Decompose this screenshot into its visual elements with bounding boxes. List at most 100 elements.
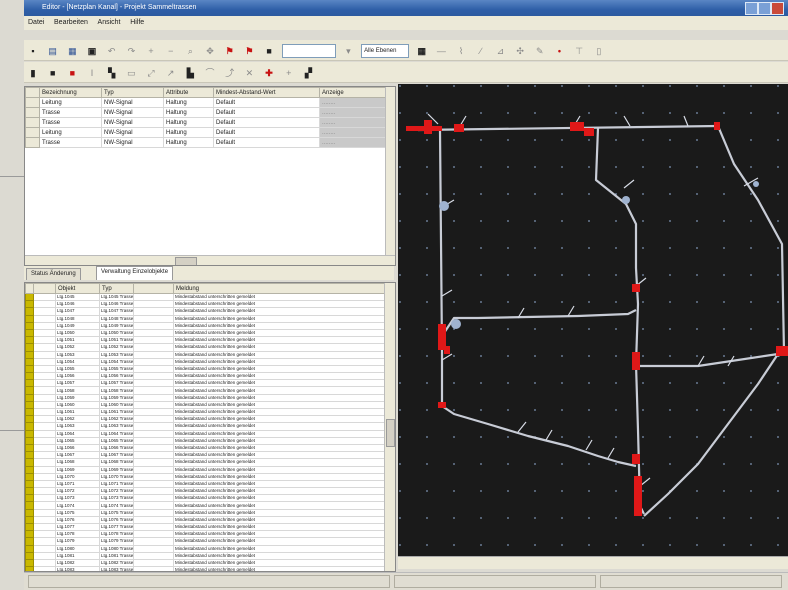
status-indicator[interactable] <box>25 321 34 330</box>
new-icon[interactable]: ▪ <box>31 46 35 56</box>
cell-blank[interactable] <box>33 443 56 453</box>
cell-object[interactable]: Ltg.1066 <box>55 443 100 453</box>
cell-type[interactable]: Ltg.1063 Trasse <box>99 422 134 431</box>
cell-blank[interactable] <box>33 407 56 417</box>
cell-blank[interactable] <box>33 372 56 381</box>
cell-display[interactable]: ........ <box>319 97 387 108</box>
undo-icon[interactable]: ↶ <box>107 46 116 56</box>
status-indicator[interactable] <box>25 400 34 410</box>
cell-object[interactable]: Ltg.1055 <box>55 364 100 374</box>
cell-blank[interactable] <box>33 544 56 553</box>
cell-blank[interactable] <box>133 350 174 359</box>
cell-blank[interactable] <box>33 300 56 309</box>
table-row[interactable]: Ltg.1063 Ltg.1063 Trasse Mindestabstand un… <box>25 422 387 431</box>
cell-object[interactable]: Ltg.1045 <box>55 292 100 302</box>
cell-blank[interactable] <box>133 300 174 309</box>
cell-type[interactable]: Ltg.1078 Trasse <box>99 530 134 539</box>
cell-message[interactable]: Mindestabstand unterschritten gemeldet <box>172 422 387 431</box>
cell-message[interactable]: Mindestabstand unterschritten gemeldet <box>172 429 387 438</box>
cell-message[interactable]: Mindestabstand unterschritten gemeldet <box>172 357 387 366</box>
cell-blank[interactable] <box>133 321 174 330</box>
vertical-scrollbar[interactable] <box>384 283 395 571</box>
menu-datei[interactable]: Datei <box>28 19 45 26</box>
status-indicator[interactable] <box>25 407 34 417</box>
cell-blank[interactable] <box>133 537 174 546</box>
cell-blank[interactable] <box>33 400 56 410</box>
filter-icon[interactable]: ⊤ <box>575 46 584 56</box>
cell-blank[interactable] <box>33 415 56 424</box>
cell-blank[interactable] <box>33 508 56 517</box>
cell-display[interactable]: ........ <box>319 107 387 118</box>
cell-object[interactable]: Ltg.1056 <box>55 372 100 381</box>
cell-object[interactable]: Ltg.1080 <box>55 544 100 553</box>
cell-object[interactable]: Ltg.1064 <box>55 429 100 438</box>
table-row[interactable]: Ltg.1061 Ltg.1061 Trasse Mindestabstand un… <box>25 407 387 417</box>
status-indicator[interactable] <box>25 451 34 460</box>
cell-type[interactable]: Ltg.1045 Trasse <box>99 292 134 302</box>
table-row[interactable]: Ltg.1049 Ltg.1049 Trasse Mindestabstand un… <box>25 321 387 330</box>
table-row[interactable]: Ltg.1055 Ltg.1055 Trasse Mindestabstand un… <box>25 364 387 374</box>
cell-blank[interactable] <box>33 436 56 445</box>
cell-display[interactable]: ........ <box>319 127 387 138</box>
cell-type[interactable]: Ltg.1049 Trasse <box>99 321 134 330</box>
cell-name[interactable]: Leitung <box>39 97 102 108</box>
cell-blank[interactable] <box>133 343 174 352</box>
cell-message[interactable]: Mindestabstand unterschritten gemeldet <box>172 472 387 481</box>
cell-message[interactable]: Mindestabstand unterschritten gemeldet <box>172 508 387 517</box>
cell-attribute[interactable]: Haltung <box>163 107 214 118</box>
table-row[interactable]: Ltg.1071 Ltg.1071 Trasse Mindestabstand un… <box>25 479 387 489</box>
redo-icon[interactable]: ↷ <box>127 46 136 56</box>
table-row[interactable]: Leitung NW-Signal Haltung Default ......… <box>25 127 387 138</box>
cell-blank[interactable] <box>33 537 56 546</box>
tab-objects[interactable]: Verwaltung Einzelobjekte <box>96 266 174 280</box>
cell-blank[interactable] <box>33 558 56 568</box>
table-row[interactable]: Ltg.1051 Ltg.1051 Trasse Mindestabstand un… <box>25 336 387 345</box>
table-row[interactable]: Ltg.1081 Ltg.1081 Trasse Mindestabstand un… <box>25 551 387 560</box>
cell-name[interactable]: Trasse <box>39 117 102 128</box>
table-row[interactable]: Ltg.1069 Ltg.1069 Trasse Mindestabstand un… <box>25 465 387 474</box>
cell-message[interactable]: Mindestabstand unterschritten gemeldet <box>172 515 387 525</box>
cell-value[interactable]: Default <box>213 117 320 128</box>
cell-type[interactable]: Ltg.1060 Trasse <box>99 400 134 410</box>
curve-icon[interactable]: ⌒ <box>205 68 215 78</box>
cell-blank[interactable] <box>33 530 56 539</box>
status-indicator[interactable] <box>25 429 34 438</box>
rectangle-icon[interactable]: ▭ <box>127 68 136 78</box>
status-indicator[interactable] <box>25 415 34 424</box>
tab-status[interactable]: Status Änderung <box>26 268 81 280</box>
table-row[interactable]: Leitung NW-Signal Haltung Default ......… <box>25 97 387 108</box>
network-plan[interactable] <box>398 84 788 556</box>
cell-blank[interactable] <box>133 364 174 374</box>
table-row[interactable]: Ltg.1050 Ltg.1050 Trasse Mindestabstand un… <box>25 328 387 338</box>
cell-type[interactable]: Ltg.1058 Trasse <box>99 386 134 395</box>
cell-blank[interactable] <box>33 357 56 366</box>
cell-blank[interactable] <box>33 292 56 302</box>
cell-object[interactable]: Ltg.1079 <box>55 537 100 546</box>
table-row[interactable]: Ltg.1060 Ltg.1060 Trasse Mindestabstand un… <box>25 400 387 410</box>
table-row[interactable]: Ltg.1068 Ltg.1068 Trasse Mindestabstand un… <box>25 458 387 467</box>
cell-blank[interactable] <box>33 551 56 560</box>
cell-blank[interactable] <box>133 372 174 381</box>
cell-blank[interactable] <box>33 515 56 525</box>
status-indicator[interactable] <box>25 328 34 338</box>
cell-type[interactable]: Ltg.1070 Trasse <box>99 472 134 481</box>
cell-type[interactable]: Ltg.1066 Trasse <box>99 443 134 453</box>
cell-blank[interactable] <box>133 379 174 388</box>
cell-message[interactable]: Mindestabstand unterschritten gemeldet <box>172 458 387 467</box>
cell-blank[interactable] <box>133 551 174 560</box>
cell-blank[interactable] <box>133 443 174 453</box>
cell-message[interactable]: Mindestabstand unterschritten gemeldet <box>172 436 387 445</box>
table-row[interactable]: Ltg.1059 Ltg.1059 Trasse Mindestabstand un… <box>25 393 387 402</box>
measure-icon[interactable]: ⊿ <box>496 46 505 56</box>
status-indicator[interactable] <box>25 472 34 481</box>
cell-blank[interactable] <box>133 472 174 481</box>
flag-red-2-icon[interactable]: ⚑ <box>245 46 254 56</box>
cell-blank[interactable] <box>33 307 56 316</box>
status-indicator[interactable] <box>25 364 34 374</box>
status-indicator[interactable] <box>25 522 34 532</box>
cell-message[interactable]: Mindestabstand unterschritten gemeldet <box>172 558 387 568</box>
cell-message[interactable]: Mindestabstand unterschritten gemeldet <box>172 364 387 374</box>
cell-object[interactable]: Ltg.1050 <box>55 328 100 338</box>
cell-blank[interactable] <box>33 451 56 460</box>
cell-blank[interactable] <box>133 307 174 316</box>
